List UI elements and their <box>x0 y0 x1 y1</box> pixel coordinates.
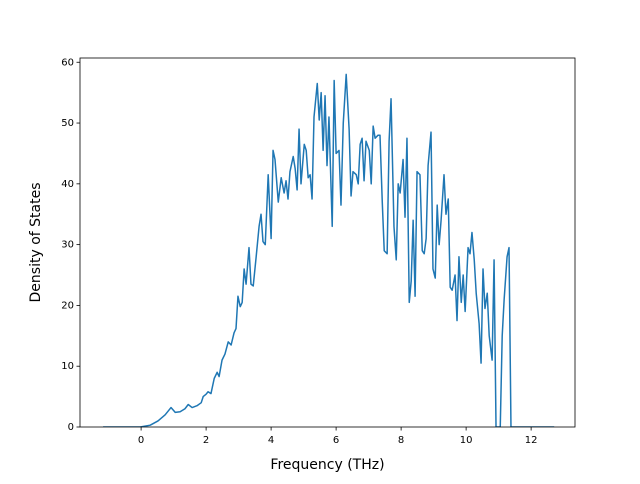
x-tick-label: 12 <box>525 435 538 446</box>
x-tick-label: 10 <box>460 435 473 446</box>
y-tick-label: 0 <box>68 422 74 433</box>
line <box>103 73 555 427</box>
y-tick-label: 60 <box>61 57 74 68</box>
plot-frame <box>79 57 576 428</box>
x-tick-label: 4 <box>268 435 274 446</box>
y-tick-label: 40 <box>61 179 74 190</box>
y-tick-label: 30 <box>61 240 74 251</box>
x-tick-label: 6 <box>333 435 339 446</box>
x-tick-label: 2 <box>203 435 209 446</box>
x-axis-label: Frequency (THz) <box>270 457 384 473</box>
y-tick-label: 50 <box>61 118 74 129</box>
x-tick-label: 0 <box>138 435 144 446</box>
y-axis-label: Density of States <box>28 183 44 303</box>
y-tick-label: 20 <box>61 300 74 311</box>
x-tick-label: 8 <box>398 435 404 446</box>
y-tick-label: 10 <box>61 361 74 372</box>
